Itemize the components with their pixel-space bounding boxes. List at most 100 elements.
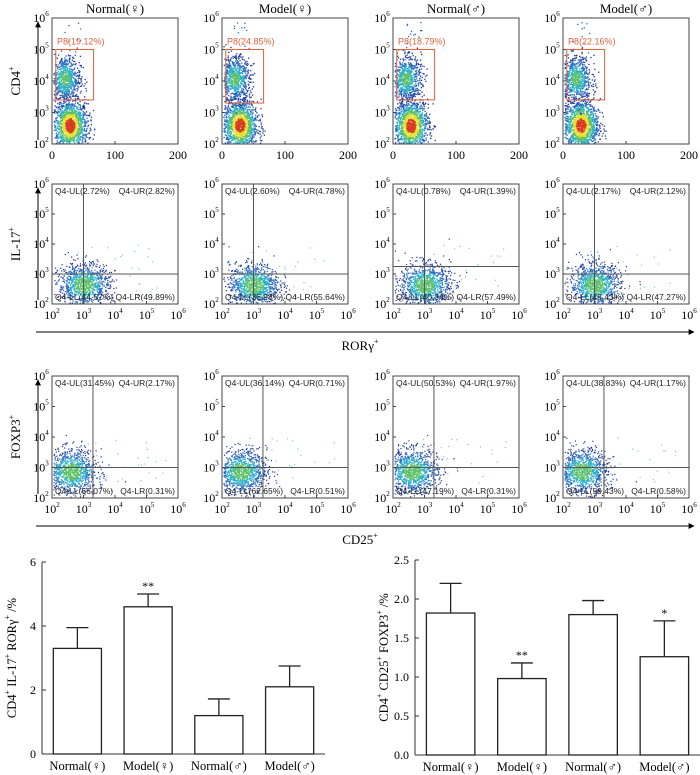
scatter-point [402,107,405,110]
scatter-point [234,65,236,67]
scatter-point [68,139,71,141]
scatter-point [75,129,77,131]
scatter-point [79,108,82,111]
scatter-point [239,126,241,128]
scatter-point [68,134,70,136]
scatter-point [70,112,72,114]
scatter-point [62,71,64,73]
scatter-point [404,140,406,142]
scatter-point [55,128,57,130]
scatter-point [425,102,427,104]
scatter-point [404,136,406,138]
scatter-point [70,123,72,125]
scatter-point [77,122,79,124]
scatter-point [66,120,68,122]
scatter-point [79,119,81,121]
scatter-point [58,123,60,125]
scatter-point [71,59,73,61]
scatter-point [75,127,77,130]
scatter-point [238,132,240,134]
scatter-point [226,78,228,80]
scatter-point [239,91,242,93]
scatter-point [61,119,63,121]
scatter-point [228,72,230,74]
scatter-point [71,82,73,84]
scatter-point [75,122,78,125]
scatter-point [253,136,255,138]
scatter-point [232,87,235,89]
scatter-point [54,94,56,97]
scatter-point [67,114,69,116]
scatter-point [71,132,73,134]
scatter-point [422,124,424,126]
scatter-point [252,81,254,83]
scatter-point [251,131,254,134]
scatter-point [85,114,87,116]
scatter-point [70,128,73,130]
scatter-point [247,130,249,132]
scatter-point [242,73,244,75]
scatter-point [418,138,420,141]
scatter-point [77,138,79,140]
scatter-point [247,73,249,75]
scatter-point [260,107,262,110]
scatter-point [419,111,422,113]
scatter-point [75,107,78,109]
scatter-point [54,124,56,126]
scatter-point [78,137,80,139]
scatter-point [57,120,59,122]
scatter-point [84,123,86,125]
scatter-point [69,109,71,111]
scatter-point [74,129,76,131]
scatter-point [232,62,234,64]
scatter-point [63,93,66,95]
scatter-point [235,81,237,83]
scatter-point [73,77,75,79]
scatter-point [65,64,67,66]
scatter-point [240,106,242,109]
scatter-point [394,108,397,110]
scatter-point [223,124,225,126]
scatter-point [243,119,245,121]
scatter-point [59,134,61,136]
scatter-point [62,135,64,138]
scatter-point [60,114,62,116]
scatter-point [64,83,66,85]
scatter-point [63,74,65,76]
scatter-point [417,131,419,134]
scatter-point [59,122,61,125]
scatter-point [255,116,257,119]
scatter-point [245,96,247,99]
scatter-point [82,118,84,121]
scatter-point [80,111,82,113]
scatter-point [72,103,74,105]
scatter-point [402,133,404,135]
scatter-point [85,123,87,125]
scatter-point [66,133,68,136]
scatter-point [72,118,75,121]
scatter-point [233,130,235,133]
scatter-point [395,128,398,130]
scatter-point [61,91,64,94]
scatter-point [69,112,71,114]
scatter-point [63,140,66,142]
scatter-point [239,55,241,58]
scatter-point [64,109,66,112]
scatter-point [72,110,74,112]
scatter-point [73,118,75,120]
scatter-point [249,117,252,120]
scatter-point [80,120,82,122]
scatter-point [57,134,59,136]
scatter-point [65,117,67,119]
scatter-point [232,67,234,69]
scatter-point [77,106,79,108]
scatter-point [77,95,79,98]
scatter-point [69,93,72,95]
scatter-point [244,93,246,95]
scatter-point [260,122,262,124]
scatter-point [66,119,68,121]
scatter-point [245,120,248,122]
scatter-point [53,77,55,80]
scatter-point [424,120,426,122]
